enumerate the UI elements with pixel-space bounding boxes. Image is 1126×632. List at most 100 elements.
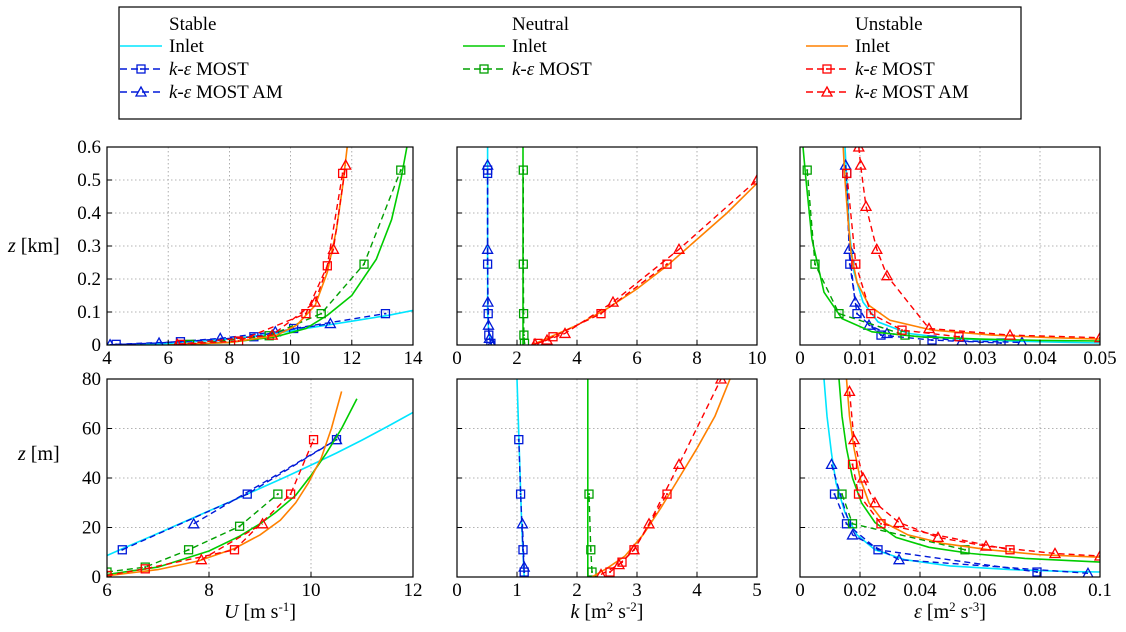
point-neutral-most-dot xyxy=(522,312,525,315)
y-tick-label: 0.2 xyxy=(77,269,101,290)
plot-area xyxy=(823,379,1100,577)
point-unstable-most_am xyxy=(1048,547,1062,559)
x-tick-label: 0 xyxy=(452,580,462,601)
point-stable-most xyxy=(380,308,391,319)
point-neutral-most xyxy=(518,259,528,269)
x-axis-label-2: ε [m2 s-3] xyxy=(914,599,986,624)
x-tick-label: 0.03 xyxy=(963,348,996,369)
point-unstable-most_am xyxy=(892,516,906,528)
x-tick-label: 0 xyxy=(795,348,805,369)
point-stable-most_am xyxy=(324,317,337,329)
x-tick-label: 2 xyxy=(512,348,522,369)
legend-label: Inlet xyxy=(169,36,205,57)
point-stable-most xyxy=(515,489,526,499)
point-neutral-most xyxy=(587,567,597,577)
legend-marker-square xyxy=(822,64,832,74)
series-stable-most xyxy=(116,312,386,345)
point-unstable-most xyxy=(308,434,319,445)
x-tick-label: 0.04 xyxy=(903,580,937,601)
series-stable-most_am xyxy=(844,165,1023,344)
point-neutral-most-dot xyxy=(187,548,190,551)
x-tick-label: 1 xyxy=(512,580,522,601)
point-stable-most_am xyxy=(330,433,343,445)
point-stable-most-dot xyxy=(522,548,524,551)
point-neutral-most-dot xyxy=(238,525,241,528)
point-unstable-most xyxy=(851,259,861,269)
x-tick-label: 0.01 xyxy=(843,348,876,369)
point-neutral-most-dot xyxy=(841,493,843,495)
plot-area xyxy=(514,379,731,577)
series-stable-most_am xyxy=(110,322,331,345)
point-unstable-most xyxy=(897,325,907,335)
x-axis-label-1: k [m2 s-2] xyxy=(571,599,644,624)
point-neutral-most xyxy=(518,165,528,175)
point-unstable-most_am xyxy=(750,173,757,185)
point-unstable-most-dot xyxy=(326,264,329,267)
legend-label: Inlet xyxy=(855,36,891,57)
x-tick-label: 10 xyxy=(281,348,300,369)
series-unstable-most xyxy=(851,464,1011,551)
point-unstable-most_am xyxy=(327,242,340,254)
point-neutral-most-dot xyxy=(363,263,365,266)
point-neutral-most-dot xyxy=(964,548,966,551)
point-unstable-most_am xyxy=(256,517,269,529)
series-stable-inlet xyxy=(107,309,413,345)
point-unstable-most_am xyxy=(642,517,656,529)
series-stable-inlet xyxy=(844,147,1100,344)
x-tick-label: 10 xyxy=(302,580,321,601)
point-unstable-most_am xyxy=(880,269,894,281)
x-tick-label: 6 xyxy=(163,348,173,369)
series-neutral-inlet xyxy=(838,379,1100,563)
series-unstable-most_am xyxy=(534,179,757,345)
x-tick-label: 8 xyxy=(204,580,214,601)
series-stable-inlet xyxy=(107,411,413,557)
x-tick-label: 5 xyxy=(752,580,762,601)
point-stable-most_am xyxy=(849,295,862,307)
series-unstable-most_am xyxy=(177,164,347,345)
point-stable-most_am xyxy=(892,553,906,565)
x-tick-label: 0 xyxy=(795,580,805,601)
point-unstable-most xyxy=(175,339,186,345)
point-neutral-most-dot xyxy=(851,522,854,525)
point-unstable-most xyxy=(866,308,876,319)
series-neutral-most xyxy=(806,170,906,336)
point-unstable-most-dot xyxy=(854,263,857,266)
chart-panel-1-0: 6 8 10 12 0 20 40 60 80 xyxy=(82,369,423,601)
series-stable-most_am xyxy=(193,438,337,525)
x-tick-label: 6 xyxy=(632,348,642,369)
series-unstable-most_am xyxy=(600,379,722,576)
point-stable-most-dot xyxy=(931,339,933,341)
point-unstable-most_am xyxy=(195,553,208,565)
point-stable-most-dot xyxy=(1036,571,1038,573)
point-stable-most-dot xyxy=(246,493,249,495)
point-unstable-most-dot xyxy=(666,493,668,495)
point-neutral-most xyxy=(837,489,847,499)
point-stable-most xyxy=(117,545,127,555)
point-stable-most_am xyxy=(1017,336,1027,345)
point-neutral-most-dot xyxy=(523,334,525,336)
x-axis-label-0: U [m s-1] xyxy=(224,599,296,624)
x-tick-label: 12 xyxy=(404,580,423,601)
point-unstable-most xyxy=(954,332,964,342)
point-unstable-most-dot xyxy=(289,493,292,495)
plot-area xyxy=(107,391,413,577)
point-unstable-most xyxy=(107,570,112,577)
series-unstable-inlet xyxy=(107,391,343,577)
y-tick-label: 0 xyxy=(92,567,102,588)
point-stable-most-dot xyxy=(519,493,522,495)
point-stable-most_am xyxy=(487,338,496,345)
point-unstable-most_am xyxy=(847,433,861,445)
x-tick-label: 4 xyxy=(692,580,702,601)
chart-panel-1-2: 0 0.02 0.04 0.06 0.08 0.1 xyxy=(795,378,1112,601)
point-unstable-most xyxy=(662,259,672,269)
point-stable-most_am xyxy=(481,158,494,170)
point-unstable-most-dot xyxy=(144,567,147,570)
series-unstable-most_am xyxy=(200,523,263,561)
point-neutral-most-dot xyxy=(320,312,323,315)
y-tick-label: 20 xyxy=(82,518,101,539)
point-unstable-most_am xyxy=(339,158,352,170)
point-unstable-most_am xyxy=(596,568,606,577)
y-tick-label: 0.5 xyxy=(77,170,101,191)
